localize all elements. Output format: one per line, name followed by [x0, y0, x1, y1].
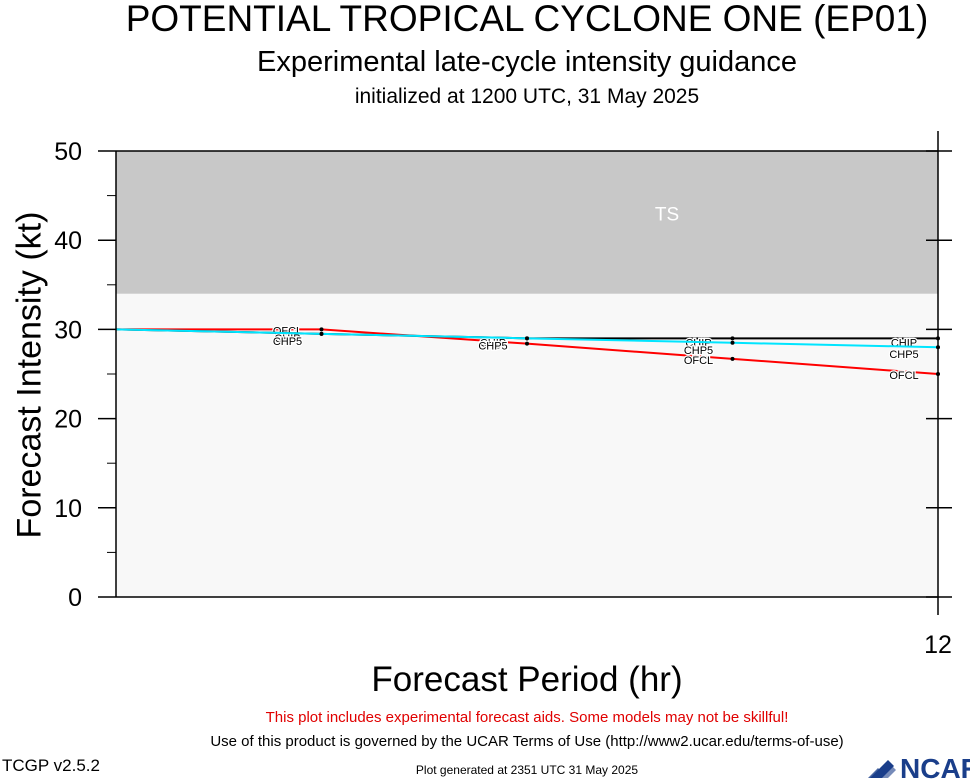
- data-point: [730, 336, 735, 341]
- data-point: [319, 331, 324, 336]
- data-point: [525, 341, 529, 346]
- y-tick-label: 10: [54, 495, 82, 523]
- series-label: CHIP: [274, 333, 300, 345]
- series-label: CHP5: [684, 345, 713, 357]
- series-label: CHIP: [480, 337, 506, 349]
- y-tick-label: 40: [54, 227, 82, 255]
- y-tick-label: 50: [54, 138, 82, 166]
- series-label: CHP5: [273, 336, 302, 348]
- series-label: OFCL: [273, 325, 302, 337]
- band-ts: [116, 151, 938, 294]
- series-label: OFCL: [684, 355, 713, 367]
- series-label: OFCL: [889, 370, 918, 382]
- chart-title: POTENTIAL TROPICAL CYCLONE ONE (EP01): [125, 0, 929, 39]
- data-point: [730, 356, 735, 361]
- data-point: [730, 340, 735, 345]
- data-point: [319, 327, 324, 332]
- data-point: [525, 336, 529, 341]
- x-tick-label: 12: [924, 631, 952, 659]
- terms-of-use: Use of this product is governed by the U…: [210, 733, 844, 750]
- generated-time: Plot generated at 2351 UTC 31 May 2025: [415, 763, 639, 777]
- chart-subtitle: Experimental late-cycle intensity guidan…: [257, 46, 797, 78]
- series-label: CHIP: [685, 337, 711, 349]
- y-tick-label: 0: [68, 584, 82, 612]
- y-tick-label: 30: [54, 316, 82, 344]
- ncar-logo: NCAR: [868, 753, 970, 780]
- version-label: TCGP v2.5.2: [2, 756, 100, 775]
- series-label: OFCL: [478, 340, 507, 352]
- experimental-warning: This plot includes experimental forecast…: [265, 709, 789, 726]
- series-label: CHP5: [478, 340, 507, 352]
- x-axis-label: Forecast Period (hr): [371, 660, 683, 699]
- band-label: TS: [655, 204, 679, 225]
- ncar-logo-text: NCAR: [900, 753, 970, 780]
- y-tick-label: 20: [54, 406, 82, 434]
- initialized-time: initialized at 1200 UTC, 31 May 2025: [354, 85, 700, 108]
- y-axis-label: Forecast Intensity (kt): [10, 211, 49, 539]
- series-label: CHP5: [889, 349, 918, 361]
